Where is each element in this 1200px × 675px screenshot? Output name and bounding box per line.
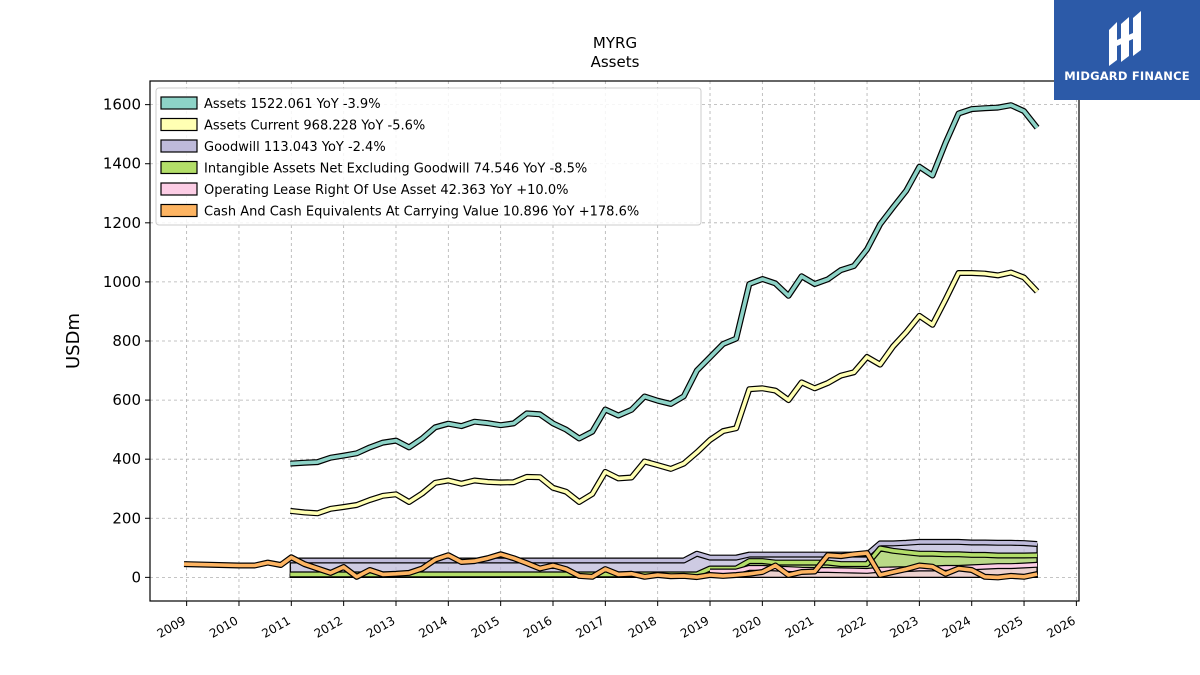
y-axis: 0 200 400 600 800 1000 1200 1400 1600	[103, 96, 150, 586]
legend-label: Intangible Assets Net Excluding Goodwill…	[204, 162, 587, 177]
x-tick-label: 2023	[887, 613, 920, 640]
y-tick-label: 800	[112, 332, 141, 350]
legend-swatch	[160, 96, 198, 110]
x-tick-label: 2018	[626, 613, 659, 640]
legend-label: Operating Lease Right Of Use Asset 42.36…	[204, 183, 568, 198]
y-tick-label: 400	[112, 450, 141, 468]
legend-swatch	[160, 203, 198, 218]
series-layer	[183, 102, 1040, 581]
x-tick-label: 2025	[992, 613, 1025, 640]
series-6-line	[183, 551, 1038, 580]
midgard-logo-icon	[1109, 11, 1141, 66]
legend-box	[155, 87, 702, 226]
x-tick-label: 2012	[312, 613, 345, 640]
x-tick-label: 2020	[730, 613, 763, 640]
x-tick-label: 2019	[678, 613, 711, 640]
x-tick-label: 2022	[835, 613, 868, 640]
brand-logo: MIDGARD FINANCE	[1054, 0, 1200, 100]
chart-subtitle: Assets	[591, 53, 640, 71]
x-tick-label: 2026	[1044, 613, 1077, 640]
chart-title: MYRG	[593, 34, 637, 52]
x-axis: 2009 2010 2011 2012 2013 2014 2015 2016 2017 2018…	[155, 601, 1078, 641]
y-tick-label: 0	[131, 568, 141, 586]
legend-label: Cash And Cash Equivalents At Carrying Va…	[204, 205, 639, 220]
y-tick-label: 600	[112, 391, 141, 409]
legend-swatch	[160, 117, 198, 132]
series-2	[289, 269, 1040, 517]
x-tick-label: 2015	[469, 613, 502, 640]
series-2-outline	[289, 269, 1040, 517]
x-tick-label: 2024	[940, 613, 973, 640]
x-tick-label: 2013	[364, 613, 397, 640]
legend-label: Goodwill 113.043 YoY -2.4%	[204, 140, 386, 155]
legend: Assets 1522.061 YoY -3.9% Assets Current …	[155, 87, 702, 226]
x-tick-label: 2017	[573, 613, 606, 640]
series-1	[290, 102, 1040, 467]
x-tick-label: 2021	[783, 613, 816, 640]
y-tick-label: 1200	[103, 214, 141, 232]
y-tick-label: 1000	[103, 273, 141, 291]
y-axis-label: USDm	[63, 313, 84, 369]
brand-name: MIDGARD FINANCE	[1064, 69, 1190, 83]
legend-swatch	[160, 160, 198, 175]
series-3-line	[290, 540, 1038, 563]
legend-label: Assets Current 968.228 YoY -5.6%	[204, 119, 425, 134]
x-tick-label: 2009	[155, 613, 188, 640]
series-2-line	[290, 270, 1039, 516]
x-tick-label: 2016	[521, 613, 554, 640]
y-tick-label: 200	[112, 509, 141, 527]
x-tick-label: 2014	[416, 613, 449, 640]
y-tick-label: 1400	[103, 155, 141, 173]
series-1-line	[290, 103, 1039, 466]
x-tick-label: 2010	[207, 613, 240, 640]
legend-swatch	[160, 139, 198, 153]
x-tick-label: 2011	[259, 613, 292, 640]
legend-swatch	[160, 182, 198, 196]
legend-label: Assets 1522.061 YoY -3.9%	[204, 97, 381, 112]
series-6	[183, 550, 1038, 581]
y-tick-label: 1600	[103, 96, 141, 114]
